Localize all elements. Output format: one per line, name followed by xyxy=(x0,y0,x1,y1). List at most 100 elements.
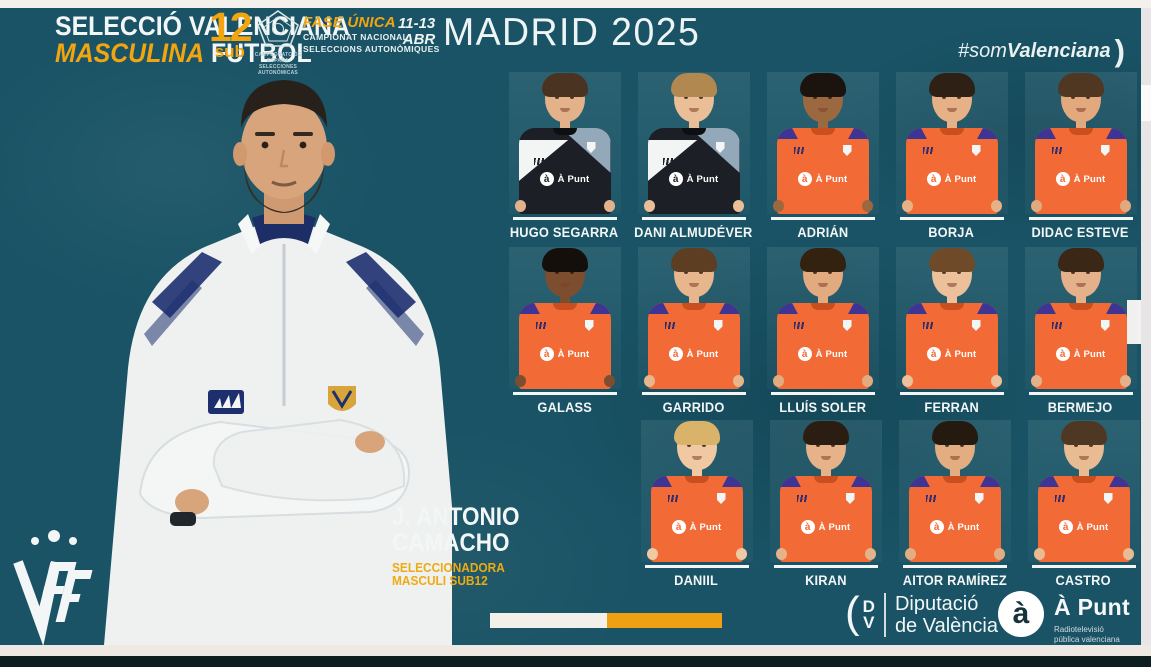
jersey-shoulder-right xyxy=(847,128,869,139)
player-hand-right xyxy=(993,548,1005,560)
player-hand-right xyxy=(1122,548,1134,560)
dv-letter-v: V xyxy=(863,613,875,633)
player-hand-left xyxy=(1030,375,1042,387)
player-name: AITOR RAMÍREZ xyxy=(902,573,1007,588)
federation-crest-icon xyxy=(1103,493,1113,504)
player-head xyxy=(928,73,975,122)
players-row-1: à À Punt HUGO SEGARRA xyxy=(500,72,1148,240)
player-neck xyxy=(820,468,831,478)
player-hair xyxy=(931,421,978,445)
player-name-divider xyxy=(641,217,746,220)
category-number: 12 xyxy=(209,4,253,50)
player-name-divider xyxy=(899,392,1004,395)
jersey-sponsor: à À Punt xyxy=(648,347,740,361)
federation-crest-icon xyxy=(974,493,984,504)
player-hair xyxy=(928,248,975,272)
player-card: à À Punt DANI ALMUDÉVER xyxy=(629,72,758,240)
player-jersey: à À Punt xyxy=(518,303,611,389)
federation-crest-icon xyxy=(713,320,723,331)
player-hair xyxy=(673,421,720,445)
player-name: GALASS xyxy=(537,400,592,415)
jersey-shoulder-right xyxy=(976,303,998,314)
jersey-shoulder-left xyxy=(905,303,927,314)
sponsor-circle-icon: à xyxy=(926,172,941,186)
jersey-shoulder-right xyxy=(847,303,869,314)
player-photo: à À Punt xyxy=(637,72,750,214)
player-hand-right xyxy=(990,375,1002,387)
jersey-shoulder-right xyxy=(979,476,1001,487)
event-date: 11-13 ABR xyxy=(398,16,435,48)
player-neck xyxy=(817,120,828,130)
player-neck xyxy=(946,120,957,130)
player-name-divider xyxy=(641,392,746,395)
adidas-logo-icon xyxy=(664,322,676,329)
jersey-collar xyxy=(681,128,706,135)
federation-crest-icon xyxy=(842,320,852,331)
player-jersey: à À Punt xyxy=(905,128,998,214)
jersey-shoulder-left xyxy=(776,303,798,314)
adidas-logo-icon xyxy=(1054,495,1066,502)
jersey-shoulder-left xyxy=(779,476,801,487)
player-hand-left xyxy=(514,200,526,212)
player-hand-left xyxy=(901,200,913,212)
jersey-shoulder-right xyxy=(1105,128,1127,139)
federation-crest-icon xyxy=(716,493,726,504)
right-border-strip xyxy=(1141,8,1151,645)
player-hand-right xyxy=(990,200,1002,212)
player-card: à À Punt LLUÍS SOLER xyxy=(758,247,887,415)
player-name-divider xyxy=(1028,217,1133,220)
adidas-logo-icon xyxy=(1051,147,1063,154)
jersey-sponsor: à À Punt xyxy=(519,347,611,361)
sponsor-name: À Punt xyxy=(818,521,851,533)
player-jersey: à À Punt xyxy=(776,128,869,214)
jersey-shoulder-right xyxy=(589,303,611,314)
jersey-sponsor: à À Punt xyxy=(651,520,743,534)
player-neck xyxy=(691,468,702,478)
player-hair xyxy=(670,248,717,272)
right-edge-tab-lower xyxy=(1127,300,1141,344)
player-photo: à À Punt xyxy=(508,247,621,389)
sponsor-circle-icon: à xyxy=(539,172,554,186)
title-line2: MASCULINA FUTBOL xyxy=(55,40,350,67)
jersey-sponsor: à À Punt xyxy=(780,520,872,534)
player-jersey: à À Punt xyxy=(647,303,740,389)
player-hair xyxy=(541,73,588,97)
player-photo: à À Punt xyxy=(508,72,621,214)
player-jersey: à À Punt xyxy=(518,128,611,214)
federation-crest-icon xyxy=(715,142,725,153)
player-name: DANI ALMUDÉVER xyxy=(634,225,753,240)
hashtag-bold: Valenciana xyxy=(1006,40,1111,62)
player-card: à À Punt GALASS xyxy=(500,247,629,415)
federation-badge: CAMPEONATO DE ESPAÑA SELECCIONES AUTONÓM… xyxy=(252,9,304,76)
sponsor-name: À Punt xyxy=(557,173,590,185)
player-neck xyxy=(559,120,570,130)
player-name: DIDAC ESTEVE xyxy=(1031,225,1130,240)
player-name-divider xyxy=(902,565,1007,568)
sponsor-name: À Punt xyxy=(557,348,590,360)
player-head xyxy=(799,73,846,122)
jersey-collar xyxy=(813,476,838,483)
player-name-divider xyxy=(899,217,1004,220)
sponsor-circle-icon: à xyxy=(668,347,683,361)
jersey-collar xyxy=(552,303,577,310)
apunt-tagline-line2: pública valenciana xyxy=(1054,635,1120,644)
player-neck xyxy=(817,295,828,305)
adidas-logo-icon xyxy=(922,322,934,329)
adidas-logo-icon xyxy=(535,322,547,329)
player-card: à À Punt FERRAN xyxy=(887,247,1016,415)
player-hair xyxy=(1057,73,1104,97)
federation-crest-icon xyxy=(971,320,981,331)
diputacio-valencia-logo: ( D V Diputació de València xyxy=(845,591,998,638)
coach-role-line2: MASCULI SUB12 xyxy=(392,574,488,589)
player-card: à À Punt DANIIL xyxy=(632,420,761,588)
footer-bar-white xyxy=(490,613,607,628)
coach-name-line1: J. ANTONIO xyxy=(392,503,520,531)
player-name-divider xyxy=(512,392,617,395)
player-jersey: à À Punt xyxy=(647,128,740,214)
player-name: BORJA xyxy=(928,225,975,240)
category-label: sub xyxy=(214,41,245,61)
jersey-shoulder-left xyxy=(518,303,540,314)
footer-bar-yellow xyxy=(607,613,722,628)
event-city-year: MADRID 2025 xyxy=(443,11,700,55)
phase-title: FASE ÚNICA xyxy=(303,14,396,31)
